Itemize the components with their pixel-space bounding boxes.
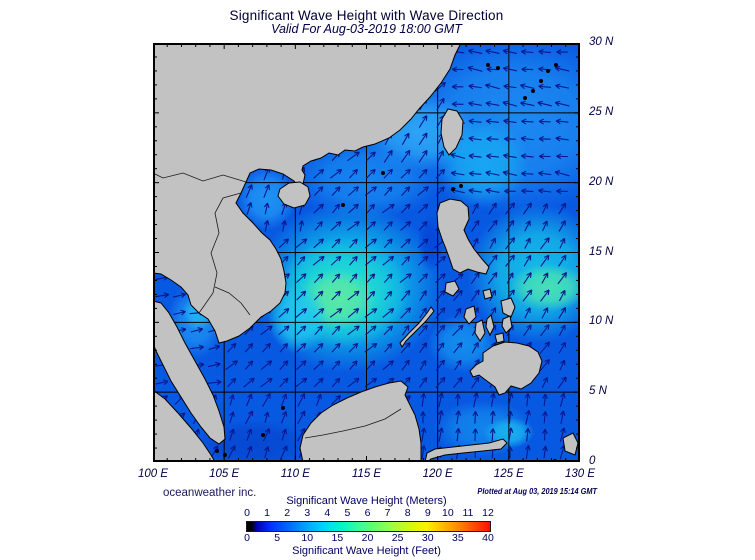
land-samar: [500, 297, 516, 318]
lat-label: 30 N: [589, 36, 614, 48]
lat-label: 0: [589, 455, 596, 467]
land-masses: [153, 43, 579, 462]
wave-patch-svietnam-coast: [268, 283, 329, 354]
feet-tick: 40: [482, 532, 494, 544]
land-hainan: [277, 181, 311, 209]
legend-feet-label: Significant Wave Height (Feet): [292, 545, 441, 557]
feet-tick: 30: [421, 532, 434, 544]
valid-time-subtitle: Valid For Aug-03-2019 18:00 GMT: [271, 22, 462, 36]
land-panay: [463, 305, 477, 325]
land-bohol: [494, 332, 505, 344]
feet-tick: 10: [301, 532, 314, 544]
lon-label: 110 E: [280, 468, 310, 480]
feet-tick: 35: [452, 532, 464, 544]
legend-meters-label: Significant Wave Height (Meters): [286, 495, 447, 507]
land-borneo: [299, 380, 422, 462]
meters-tick: 12: [482, 507, 494, 519]
country-borders: [153, 172, 402, 439]
meters-tick: 10: [441, 507, 454, 519]
page-title: Significant Wave Height with Wave Direct…: [229, 8, 504, 23]
lon-label: 130 E: [564, 468, 596, 480]
credit-text: oceanweather inc.: [163, 487, 257, 499]
lat-label: 15 N: [589, 245, 614, 258]
map-border: [153, 43, 580, 462]
land-malay-peninsula: [153, 300, 226, 445]
feet-tick: 20: [361, 532, 374, 544]
land-sulawesi: [424, 438, 508, 462]
land-halmahera: [562, 432, 579, 456]
map-layers: [153, 43, 580, 462]
land-cebu: [485, 314, 495, 337]
land-mindanao: [469, 341, 543, 396]
meters-tick: 8: [404, 507, 411, 519]
lon-label: 115 E: [351, 468, 382, 480]
plotted-timestamp: Plotted at Aug 03, 2019 15:14 GMT: [477, 487, 597, 496]
land-sumatra: [153, 389, 216, 462]
land-luzon: [436, 198, 490, 275]
meters-tick: 1: [264, 507, 270, 519]
lon-label: 125 E: [493, 468, 524, 480]
meters-tick: 2: [284, 507, 291, 519]
feet-tick: 25: [391, 532, 404, 544]
lon-label: 100 E: [137, 468, 169, 480]
meters-tick: 5: [344, 507, 351, 519]
lat-label: 5 N: [589, 385, 607, 398]
map-canvas: [153, 43, 580, 462]
land-palawan: [399, 306, 435, 348]
meters-tick: 0: [244, 507, 250, 519]
meters-tick: 9: [424, 507, 431, 519]
land-negros: [474, 319, 486, 342]
meters-tick: 3: [304, 507, 311, 519]
wave-patch-philsea-green: [508, 263, 580, 312]
wave-height-colorbar: [246, 521, 491, 532]
meters-tick: 4: [324, 507, 331, 519]
lat-label: 25 N: [589, 105, 614, 118]
lon-label: 120 E: [422, 468, 453, 480]
feet-tick: 5: [274, 532, 281, 544]
meters-tick: 7: [384, 507, 391, 519]
meters-tick: 11: [462, 507, 474, 519]
land-leyte: [501, 315, 513, 334]
feet-tick: 0: [244, 532, 250, 544]
meters-tick: 6: [364, 507, 371, 519]
land-taiwan: [440, 108, 464, 156]
lat-label: 20 N: [589, 175, 614, 188]
land-masbate: [482, 288, 493, 300]
land-mindoro: [444, 280, 460, 297]
lon-label: 105 E: [209, 468, 240, 480]
feet-tick: 15: [331, 532, 344, 544]
lat-label: 10 N: [589, 315, 614, 328]
